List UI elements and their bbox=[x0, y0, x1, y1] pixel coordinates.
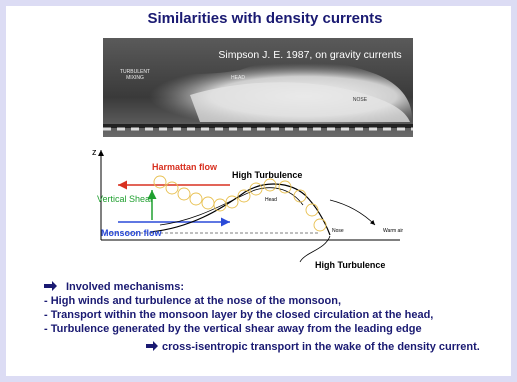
heading: Involved mechanisms: bbox=[66, 281, 184, 293]
diagram-label: Monsoon flow bbox=[101, 228, 162, 238]
list-item: - Transport within the monsoon layer by … bbox=[44, 309, 433, 321]
list-item: - High winds and turbulence at the nose … bbox=[44, 295, 341, 307]
photo-label: HEAD bbox=[231, 75, 245, 81]
photo-label: MIXING bbox=[126, 75, 144, 81]
diagram-label: Vertical Shear bbox=[97, 194, 153, 204]
diagram-label: High Turbulence bbox=[315, 260, 385, 270]
diagram-label: Nose bbox=[332, 228, 344, 234]
diagram-label: Harmattan flow bbox=[152, 162, 218, 172]
diagram-label: Head bbox=[265, 197, 277, 203]
slide: Similarities with density currents Simps… bbox=[0, 0, 517, 382]
slide-title: Similarities with density currents bbox=[147, 10, 382, 27]
diagram-label: High Turbulence bbox=[232, 170, 302, 180]
photo-caption: Simpson J. E. 1987, on gravity currents bbox=[218, 49, 401, 61]
diagram-label: Warm air bbox=[383, 228, 403, 234]
conclusion: cross-isentropic transport in the wake o… bbox=[162, 341, 480, 353]
list-item: - Turbulence generated by the vertical s… bbox=[44, 323, 422, 335]
axis-label: z bbox=[92, 147, 97, 157]
photo-label: NOSE bbox=[353, 97, 368, 103]
photo: Simpson J. E. 1987, on gravity currents … bbox=[103, 38, 413, 137]
